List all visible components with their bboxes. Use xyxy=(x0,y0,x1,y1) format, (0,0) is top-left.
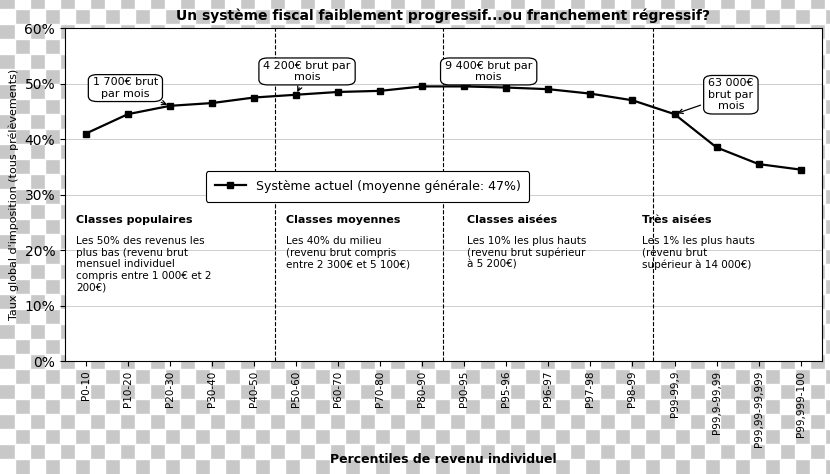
Text: 63 000€
brut par
mois: 63 000€ brut par mois xyxy=(678,78,754,113)
Système actuel (moyenne générale: 47%): (1, 44.5): 47%): (1, 44.5) xyxy=(123,111,133,117)
Système actuel (moyenne générale: 47%): (4, 47.5): 47%): (4, 47.5) xyxy=(249,95,259,100)
Title: Un système fiscal faiblement progressif...ou franchement régressif?: Un système fiscal faiblement progressif.… xyxy=(176,9,710,23)
Text: Classes aisées: Classes aisées xyxy=(467,215,558,225)
Système actuel (moyenne générale: 47%): (5, 48): 47%): (5, 48) xyxy=(291,92,301,98)
Text: Très aisées: Très aisées xyxy=(642,215,712,225)
Système actuel (moyenne générale: 47%): (6, 48.5): 47%): (6, 48.5) xyxy=(333,89,343,95)
Système actuel (moyenne générale: 47%): (10, 49.3): 47%): (10, 49.3) xyxy=(501,85,511,91)
Système actuel (moyenne générale: 47%): (7, 48.7): 47%): (7, 48.7) xyxy=(375,88,385,94)
Système actuel (moyenne générale: 47%): (12, 48.2): 47%): (12, 48.2) xyxy=(585,91,595,97)
Système actuel (moyenne générale: 47%): (13, 47): 47%): (13, 47) xyxy=(627,98,637,103)
Système actuel (moyenne générale: 47%): (0, 41): 47%): (0, 41) xyxy=(81,131,90,137)
Text: Les 50% des revenus les
plus bas (revenu brut
mensuel individuel
compris entre 1: Les 50% des revenus les plus bas (revenu… xyxy=(76,236,212,292)
Text: Classes moyennes: Classes moyennes xyxy=(286,215,400,225)
Line: Système actuel (moyenne générale: 47%): Système actuel (moyenne générale: 47%) xyxy=(82,83,804,173)
Système actuel (moyenne générale: 47%): (8, 49.5): 47%): (8, 49.5) xyxy=(417,83,427,89)
X-axis label: Percentiles de revenu individuel: Percentiles de revenu individuel xyxy=(330,453,557,465)
Système actuel (moyenne générale: 47%): (2, 46): 47%): (2, 46) xyxy=(165,103,175,109)
Système actuel (moyenne générale: 47%): (3, 46.5): 47%): (3, 46.5) xyxy=(207,100,217,106)
Legend: Système actuel (moyenne générale: 47%): Système actuel (moyenne générale: 47%) xyxy=(206,171,530,201)
Système actuel (moyenne générale: 47%): (11, 49): 47%): (11, 49) xyxy=(544,86,554,92)
Système actuel (moyenne générale: 47%): (14, 44.5): 47%): (14, 44.5) xyxy=(670,111,680,117)
Text: Classes populaires: Classes populaires xyxy=(76,215,193,225)
Text: Les 10% les plus hauts
(revenu brut supérieur
à 5 200€): Les 10% les plus hauts (revenu brut supé… xyxy=(467,236,587,270)
Système actuel (moyenne générale: 47%): (16, 35.5): 47%): (16, 35.5) xyxy=(754,161,764,167)
Text: Les 1% les plus hauts
(revenu brut
supérieur à 14 000€): Les 1% les plus hauts (revenu brut supér… xyxy=(642,236,755,270)
Text: Les 40% du milieu
(revenu brut compris
entre 2 300€ et 5 100€): Les 40% du milieu (revenu brut compris e… xyxy=(286,236,410,269)
Système actuel (moyenne générale: 47%): (17, 34.5): 47%): (17, 34.5) xyxy=(796,167,806,173)
Y-axis label: Taux global d'imposition (tous prélèvements): Taux global d'imposition (tous prélèveme… xyxy=(8,69,19,320)
Système actuel (moyenne générale: 47%): (15, 38.5): 47%): (15, 38.5) xyxy=(711,145,721,150)
Text: 9 400€ brut par
mois: 9 400€ brut par mois xyxy=(445,61,532,86)
Text: 4 200€ brut par
mois: 4 200€ brut par mois xyxy=(263,61,351,91)
Système actuel (moyenne générale: 47%): (9, 49.5): 47%): (9, 49.5) xyxy=(459,83,469,89)
Text: 1 700€ brut
par mois: 1 700€ brut par mois xyxy=(93,77,166,105)
